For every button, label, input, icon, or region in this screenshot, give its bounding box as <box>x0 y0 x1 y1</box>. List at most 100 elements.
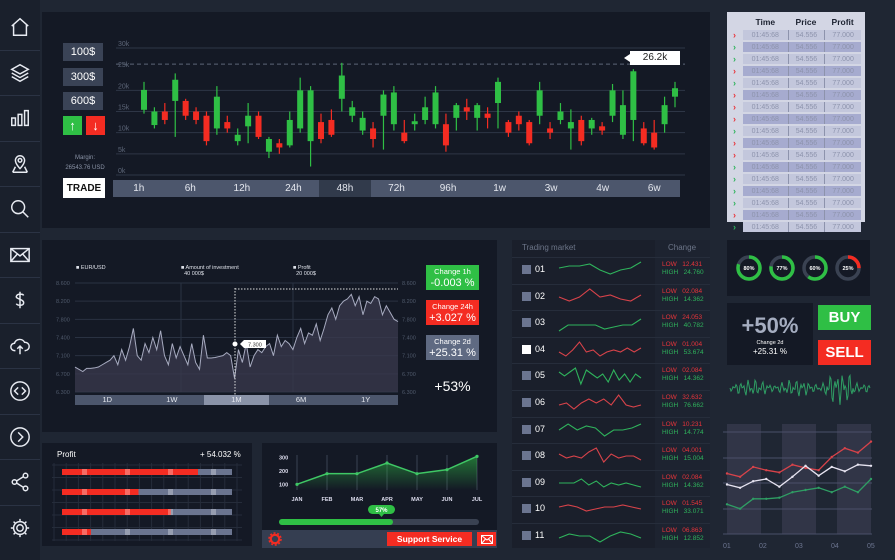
table-row[interactable]: › 01:45:68 54.556 77.000 <box>733 198 861 208</box>
gear-icon[interactable] <box>268 532 282 546</box>
market-row[interactable]: 11 LOW 06.863 HIGH 12.852 <box>512 523 710 548</box>
sidebar-item-home[interactable] <box>6 13 34 41</box>
row-checkbox[interactable] <box>522 477 531 487</box>
sidebar-item-mail[interactable] <box>6 241 34 269</box>
market-row[interactable]: 02 LOW 02.084 HIGH 14.362 <box>512 283 710 309</box>
row-checkbox[interactable] <box>522 398 531 407</box>
trade-button[interactable]: TRADE <box>63 178 105 198</box>
low-label: LOW <box>662 367 677 375</box>
period-tab-12h[interactable]: 12h <box>233 183 251 194</box>
table-row[interactable]: › 01:45:68 54.556 77.000 <box>733 222 861 232</box>
candle <box>515 115 522 125</box>
amount-300-button[interactable]: 300$ <box>63 68 103 86</box>
table-row[interactable]: › 01:45:68 54.556 77.000 <box>733 126 861 136</box>
candle <box>557 111 564 120</box>
market-row[interactable]: 07 LOW 10.231 HIGH 14.774 <box>512 416 710 442</box>
period-tab-4w[interactable]: 4w <box>596 183 610 194</box>
area-fill <box>75 294 398 392</box>
range-tab-6M[interactable]: 6M <box>295 395 307 404</box>
sparkline <box>558 287 642 302</box>
table-row[interactable]: › 01:45:68 54.556 77.000 <box>733 54 861 64</box>
table-row[interactable]: › 01:45:68 54.556 77.000 <box>733 66 861 76</box>
low-value: 06.863 <box>682 527 703 534</box>
row-checkbox[interactable] <box>522 531 531 540</box>
period-tab-1h[interactable]: 1h <box>133 183 145 194</box>
sidebar-item-code[interactable] <box>6 377 34 405</box>
series-point <box>778 471 781 474</box>
range-tab-1W[interactable]: 1W <box>166 395 178 404</box>
table-row[interactable]: › 01:45:68 54.556 77.000 <box>733 42 861 52</box>
period-tab-48h[interactable]: 48h <box>319 180 371 197</box>
up-button[interactable]: ↑ <box>63 116 82 135</box>
sparkline-path <box>558 394 642 410</box>
donut-label: 80% <box>743 266 754 272</box>
row-checkbox[interactable] <box>522 265 531 274</box>
sidebar-item-share[interactable] <box>6 468 34 496</box>
y-tick-label-left: 7.100 <box>56 354 70 360</box>
mail-button[interactable] <box>477 532 496 546</box>
sidebar-item-dollar[interactable] <box>6 286 34 314</box>
market-row[interactable]: 09 LOW 02.084 HIGH 14.362 <box>512 469 710 495</box>
sidebar-item-cloud-upload[interactable] <box>6 332 34 360</box>
candle <box>453 105 460 118</box>
table-row[interactable]: › 01:45:68 54.556 77.000 <box>733 186 861 196</box>
price-cell: 54.556 <box>787 174 825 184</box>
period-tab-1w[interactable]: 1w <box>493 183 506 194</box>
table-row[interactable]: › 01:45:68 54.556 77.000 <box>733 162 861 172</box>
sell-button[interactable]: SELL <box>818 340 871 365</box>
table-row[interactable]: › 01:45:68 54.556 77.000 <box>733 90 861 100</box>
table-row[interactable]: › 01:45:68 54.556 77.000 <box>733 150 861 160</box>
market-row[interactable]: 10 LOW 01.545 HIGH 33.071 <box>512 496 710 521</box>
chevron-down-trend-icon: › <box>733 114 736 124</box>
market-row[interactable]: 01 LOW 12.431 HIGH 24.760 <box>512 257 710 282</box>
period-tab-6h[interactable]: 6h <box>184 183 196 194</box>
y-tick-label-left: 7.400 <box>56 336 70 342</box>
period-tab-3w[interactable]: 3w <box>544 183 558 194</box>
chevron-up-trend-icon: › <box>733 186 736 196</box>
amount-100-button[interactable]: 100$ <box>63 43 103 61</box>
time-cell: 01:45:68 <box>743 114 788 124</box>
support-service-button[interactable]: Support Service <box>387 532 472 546</box>
sidebar-item-chevron-right[interactable] <box>6 423 34 451</box>
table-row[interactable]: › 01:45:68 54.556 77.000 <box>733 102 861 112</box>
table-row[interactable]: › 01:45:68 54.556 77.000 <box>733 138 861 148</box>
market-row[interactable]: 08 LOW 04.001 HIGH 15.004 <box>512 443 710 468</box>
table-row[interactable]: › 01:45:68 54.556 77.000 <box>733 78 861 88</box>
series-point <box>778 485 781 488</box>
row-checkbox[interactable] <box>522 371 531 381</box>
sidebar-item-layers[interactable] <box>6 59 34 87</box>
table-row[interactable]: › 01:45:68 54.556 77.000 <box>733 174 861 184</box>
sidebar-item-bar-chart[interactable] <box>6 104 34 132</box>
range-tab-1M[interactable]: 1M <box>204 395 269 405</box>
range-tab-1D[interactable]: 1D <box>102 395 113 404</box>
row-checkbox[interactable] <box>522 424 531 434</box>
row-checkbox[interactable] <box>522 291 531 301</box>
market-row[interactable]: 06 LOW 32.632 HIGH 76.662 <box>512 390 710 415</box>
range-tab-1Y[interactable]: 1Y <box>361 395 371 404</box>
period-tab-24h[interactable]: 24h <box>285 183 302 194</box>
amount-600-button[interactable]: 600$ <box>63 92 103 110</box>
row-checkbox[interactable] <box>522 344 531 354</box>
market-row[interactable]: 05 LOW 02.084 HIGH 14.362 <box>512 363 710 388</box>
period-tab-6w[interactable]: 6w <box>647 183 661 194</box>
table-row[interactable]: › 01:45:68 54.556 77.000 <box>733 210 861 220</box>
row-checkbox[interactable] <box>522 504 531 514</box>
candle <box>172 79 179 101</box>
market-row[interactable]: 04 LOW 01.004 HIGH 53.674 <box>512 336 710 362</box>
row-checkbox[interactable] <box>522 451 531 461</box>
sidebar-item-gear[interactable] <box>6 514 34 542</box>
buy-button[interactable]: BUY <box>818 305 871 330</box>
down-button[interactable]: ↓ <box>86 116 105 135</box>
market-row[interactable]: 03 LOW 24.053 HIGH 40.782 <box>512 310 710 335</box>
low-label: LOW <box>662 261 677 268</box>
period-tab-96h[interactable]: 96h <box>439 183 457 194</box>
price-marker-arrow <box>624 54 630 62</box>
period-tab-72h[interactable]: 72h <box>388 183 405 194</box>
table-row[interactable]: › 01:45:68 54.556 77.000 <box>733 114 861 124</box>
table-row[interactable]: › 01:45:68 54.556 77.000 <box>733 30 861 40</box>
high-label: HIGH <box>662 269 679 276</box>
row-checkbox[interactable] <box>522 318 531 328</box>
price-cell: 54.556 <box>787 114 825 124</box>
sidebar-item-search[interactable] <box>6 195 34 223</box>
sidebar-item-map-pin[interactable] <box>6 150 34 178</box>
